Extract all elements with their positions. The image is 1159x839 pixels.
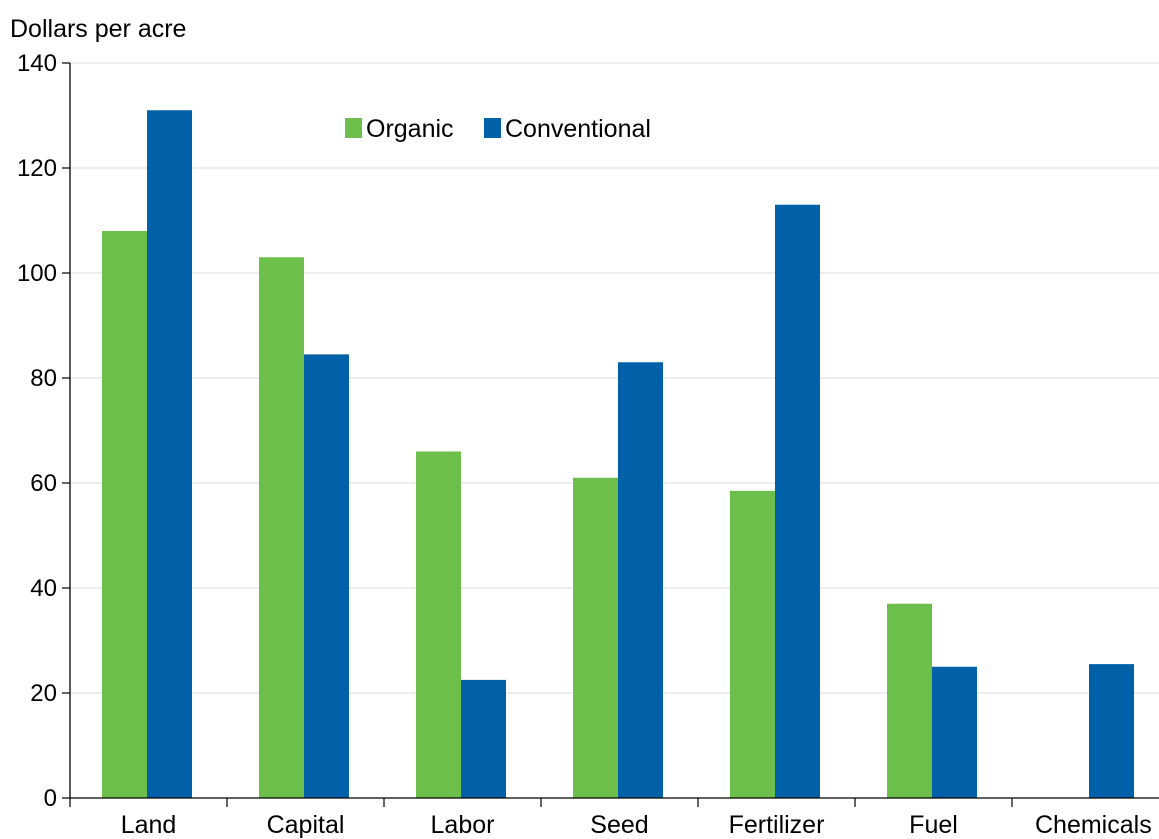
bar-organic-fuel [887,603,932,798]
x-category-label: Capital [267,811,345,839]
y-tick-label: 60 [30,470,57,497]
x-category-label: Fertilizer [729,811,825,839]
bar-conventional-chemicals [1089,664,1134,798]
bar-organic-land [102,231,147,798]
y-tick-label: 100 [17,260,57,287]
y-axis-label: Dollars per acre [10,15,186,43]
y-tick-label: 40 [30,575,57,602]
y-axis-ticks: 0 20 40 60 80 100 120 140 [17,50,70,812]
bar-organic-labor [416,451,461,798]
bar-conventional-capital [304,354,349,798]
y-tick-label: 140 [17,50,57,77]
bar-organic-seed [573,477,618,798]
legend-label-organic: Organic [366,115,454,143]
bar-conventional-seed [618,362,663,798]
legend-swatch-conventional [484,118,501,138]
x-category-label: Seed [590,811,648,839]
x-category-label: Fuel [909,811,958,839]
bar-conventional-labor [461,679,506,798]
y-tick-label: 80 [30,365,57,392]
x-axis-ticks: Land Capital Labor Seed Fertilizer Fuel Chemic… [69,798,1152,839]
legend-swatch-organic [345,118,362,138]
y-tick-label: 0 [44,785,57,812]
bar-organic-capital [259,257,304,798]
bar-conventional-fuel [932,666,977,798]
y-tick-label: 120 [17,155,57,182]
bars [102,110,1134,798]
x-category-label: Chemicals [1035,811,1152,839]
bar-conventional-land [147,110,192,798]
bar-conventional-fertilizer [775,204,820,798]
bar-organic-fertilizer [730,490,775,798]
x-category-label: Labor [431,811,495,839]
legend: Organic Conventional [345,115,651,143]
legend-label-conventional: Conventional [505,115,651,143]
y-tick-label: 20 [30,680,57,707]
x-category-label: Land [121,811,177,839]
